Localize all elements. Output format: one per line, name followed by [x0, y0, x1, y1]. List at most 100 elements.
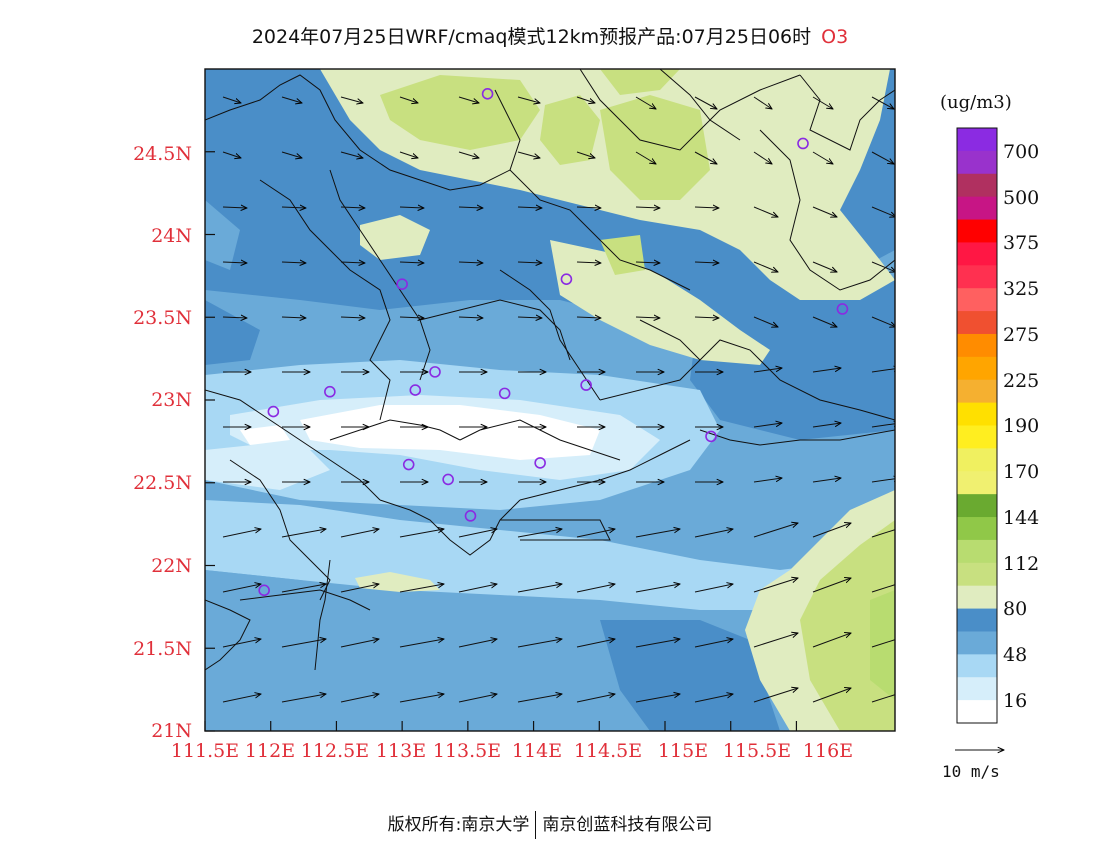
- wind-arrow: [281, 262, 306, 263]
- colorbar-swatch: [957, 425, 997, 449]
- wind-arrow: [812, 151, 833, 164]
- wind-arrow: [753, 578, 798, 593]
- colorbar-tick: 170: [1003, 461, 1040, 483]
- wind-arrow: [399, 96, 418, 103]
- colorbar-tick: 190: [1003, 415, 1040, 437]
- station-marker: [396, 278, 408, 290]
- colorbar-swatch: [957, 311, 997, 335]
- colorbar-tick: 375: [1003, 232, 1040, 254]
- wind-arrow: [871, 478, 895, 483]
- colorbar-unit: (ug/m3): [940, 92, 1012, 113]
- wind-arrow: [281, 694, 326, 703]
- wind-arrow: [694, 529, 733, 538]
- lat-label-23: 23N: [151, 389, 192, 411]
- wind-arrow: [517, 262, 542, 263]
- wind-arrow: [399, 529, 444, 538]
- wind-arrow: [517, 96, 540, 103]
- wind-arrow: [517, 529, 562, 538]
- wind-arrow: [458, 151, 479, 158]
- wind-arrow: [281, 317, 306, 318]
- wind-arrow: [753, 368, 782, 373]
- wind-arrow: [340, 639, 379, 648]
- wind-arrow: [222, 317, 247, 318]
- copyright-footer: 版权所有:南京大学 南京创蓝科技有限公司: [0, 810, 1100, 839]
- colorbar-tick: 275: [1003, 324, 1040, 346]
- wind-arrow: [458, 96, 479, 103]
- wind-arrow: [281, 151, 302, 158]
- wind-arrow: [281, 96, 302, 103]
- station-marker: [560, 273, 573, 285]
- station-marker: [498, 387, 511, 400]
- wind-arrow: [399, 262, 424, 263]
- wind-arrow: [635, 639, 680, 648]
- wind-arrow: [635, 262, 660, 263]
- wind-arrow: [399, 639, 444, 648]
- colorbar-swatch: [957, 677, 997, 701]
- wind-arrow: [222, 584, 261, 593]
- wind-arrow: [635, 317, 660, 318]
- wind-arrow: [222, 151, 241, 158]
- wind-arrow: [753, 151, 772, 164]
- wind-arrow: [517, 639, 562, 648]
- wind-arrow: [812, 423, 841, 428]
- wind-vectors: [222, 96, 895, 703]
- wind-arrow: [399, 151, 418, 158]
- wind-arrow: [340, 317, 365, 318]
- concentration-field: [205, 69, 895, 731]
- station-marker: [267, 405, 280, 418]
- wind-arrow: [871, 316, 895, 327]
- wind-arrow: [399, 317, 424, 318]
- wind-arrow: [222, 529, 261, 538]
- lon-label-113-5: 113.5E: [432, 740, 502, 762]
- wind-arrow: [812, 478, 841, 483]
- wind-arrow: [340, 207, 365, 208]
- wind-arrow: [871, 584, 895, 593]
- colorbar-swatch: [957, 150, 997, 175]
- wind-arrow: [399, 584, 444, 593]
- wind-arrow: [753, 478, 782, 483]
- colorbar-tick: 500: [1003, 187, 1040, 209]
- wind-arrow: [753, 206, 778, 217]
- wind-arrow: [576, 529, 615, 538]
- wind-arrow: [753, 423, 782, 428]
- colorbar-swatch: [957, 242, 997, 266]
- lon-label-115-5: 115.5E: [722, 740, 792, 762]
- wind-arrow: [458, 639, 497, 648]
- wind-arrow: [576, 317, 601, 318]
- wind-arrow: [871, 368, 895, 373]
- colorbar-tick: 80: [1003, 598, 1028, 620]
- colorbar-swatch: [957, 654, 997, 678]
- wind-arrow: [871, 151, 894, 164]
- lon-label-112: 112E: [244, 740, 296, 762]
- wind-arrow: [517, 317, 542, 318]
- colorbar-tick: 16: [1003, 690, 1028, 712]
- station-marker: [258, 584, 270, 597]
- wind-arrow: [458, 262, 483, 263]
- wind-arrow: [694, 694, 733, 703]
- wind-arrow: [635, 207, 660, 208]
- wind-arrow: [458, 317, 483, 318]
- wind-arrow: [517, 584, 562, 593]
- colorbar-tick: 225: [1003, 370, 1040, 392]
- lat-label-22-5: 22.5N: [133, 472, 192, 494]
- station-marker: [409, 384, 422, 396]
- wind-arrow: [871, 206, 895, 217]
- lon-label-111-5: 111.5E: [170, 740, 240, 762]
- colorbar-swatch: [957, 585, 997, 610]
- wind-arrow: [753, 633, 798, 648]
- copyright-right: 南京创蓝科技有限公司: [542, 815, 713, 835]
- colorbar-frame: [956, 127, 998, 724]
- wind-arrow: [812, 578, 851, 593]
- copyright-left: 版权所有:南京大学: [387, 815, 530, 835]
- wind-arrow: [222, 694, 261, 703]
- wind-arrow: [812, 688, 851, 703]
- wind-arrow: [222, 96, 241, 103]
- wind-arrow: [340, 694, 379, 703]
- wind-arrow: [340, 529, 379, 538]
- colorbar-swatch: [957, 402, 997, 426]
- colorbar-swatch: [957, 356, 997, 381]
- colorbar-tick: 700: [1003, 141, 1040, 163]
- wind-arrow: [694, 96, 717, 109]
- wind-arrow: [517, 207, 542, 208]
